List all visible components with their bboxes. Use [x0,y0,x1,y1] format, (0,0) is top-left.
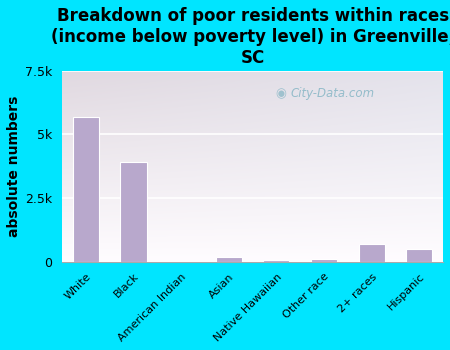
Bar [263,260,289,262]
Bar [359,244,385,262]
Bar [121,162,147,262]
Bar [73,117,99,262]
Bar [216,257,242,262]
Title: Breakdown of poor residents within races
(income below poverty level) in Greenvi: Breakdown of poor residents within races… [50,7,450,66]
Bar [311,259,337,262]
Y-axis label: absolute numbers: absolute numbers [7,96,21,237]
Text: ◉: ◉ [275,87,286,100]
Bar [406,249,432,262]
Text: City-Data.com: City-Data.com [291,87,375,100]
